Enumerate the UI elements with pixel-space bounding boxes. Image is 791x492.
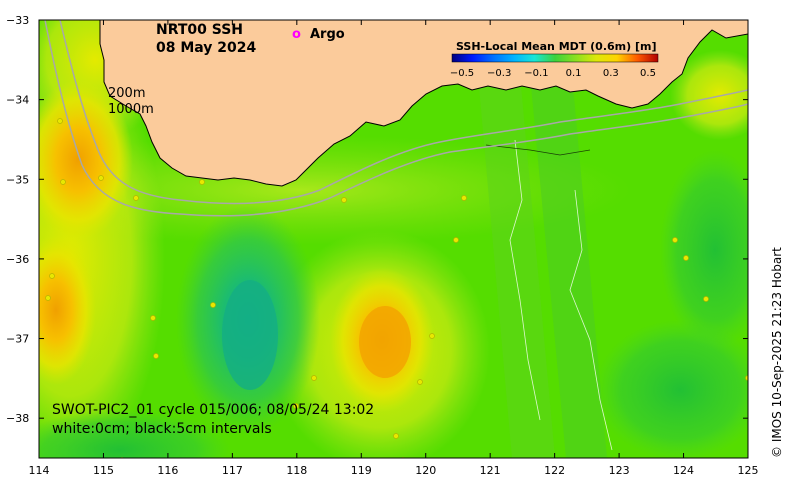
argo-floats (45, 118, 748, 458)
x-tick-label: 123 (609, 464, 630, 477)
cold-eddy-core (222, 280, 278, 390)
y-tick-label: −34 (6, 94, 29, 107)
argo-float (461, 195, 467, 201)
argo-float (311, 375, 317, 381)
x-tick-label: 118 (286, 464, 307, 477)
x-tick-label: 122 (544, 464, 565, 477)
argo-float (703, 296, 709, 302)
swot-contour-white-2 (569, 189, 613, 451)
y-tick-label: −33 (6, 14, 29, 27)
argo-float (393, 433, 399, 439)
argo-legend-label: Argo (310, 27, 345, 42)
argo-float (429, 333, 435, 339)
map-frame (38, 19, 749, 459)
x-tick-label: 116 (157, 464, 178, 477)
x-tick-label: 124 (673, 464, 694, 477)
y-tick-label: −35 (6, 173, 29, 186)
argo-float (672, 237, 678, 243)
longitude-axis: 114 115 116 117 118 119 120 121 122 123 124 125 (29, 20, 759, 477)
credit-text: © IMOS 10-Sep-2025 21:23 Hobart (770, 247, 784, 458)
latitude-axis: −33 −34 −35 −36 −37 −38 (6, 14, 748, 425)
colorbar-title: SSH-Local Mean MDT (0.6m) [m] (456, 40, 656, 53)
argo-float (745, 375, 748, 381)
argo-float (210, 302, 216, 308)
argo-float (153, 353, 159, 359)
argo-float (293, 403, 299, 409)
isobath-200m (59, 20, 748, 205)
swot-contour-black (485, 144, 591, 156)
y-tick-label: −37 (6, 333, 29, 346)
x-tick-label: 115 (93, 464, 114, 477)
cold-region-southwest (39, 410, 230, 458)
colorbar-tick-label: −0.1 (524, 68, 548, 79)
colorbar-ticks: −0.5 −0.3 −0.1 0.1 0.3 0.5 (450, 68, 656, 79)
argo-float (133, 195, 139, 201)
cold-region-east (660, 150, 748, 350)
argo-float (150, 315, 156, 321)
warm-core-central (359, 306, 411, 378)
x-tick-label: 121 (480, 464, 501, 477)
argo-float (98, 175, 104, 181)
argo-float (417, 379, 423, 385)
swot-contour-white (509, 139, 541, 421)
isobath-1000m (44, 20, 748, 217)
y-tick-label: −36 (6, 253, 29, 266)
map-title-line-1: NRT00 SSH (156, 22, 243, 38)
argo-float (199, 179, 205, 185)
x-tick-label: 114 (29, 464, 50, 477)
colorbar-tick-label: 0.1 (566, 68, 582, 79)
isobath-label-1000m: 1000m (108, 102, 154, 117)
argo-float (60, 179, 66, 185)
ssh-field (39, 20, 748, 458)
argo-float (45, 295, 51, 301)
argo-float (683, 255, 689, 261)
x-tick-label: 119 (351, 464, 372, 477)
colorbar (451, 53, 659, 63)
colorbar-tick-label: 0.5 (640, 68, 656, 79)
colorbar-tick-label: −0.5 (450, 68, 474, 79)
x-tick-label: 120 (415, 464, 436, 477)
argo-float (341, 197, 347, 203)
x-tick-label: 125 (738, 464, 759, 477)
swot-pass-note: SWOT-PIC2_01 cycle 015/006; 08/05/24 13:… (52, 402, 374, 418)
colorbar-tick-label: −0.3 (487, 68, 511, 79)
colorbar-tick-label: 0.3 (603, 68, 619, 79)
isobath-label-200m: 200m (108, 86, 145, 101)
warm-eddy-southwest (39, 235, 96, 385)
argo-float (49, 273, 55, 279)
argo-float (57, 118, 63, 124)
swot-swath-left (478, 75, 555, 458)
swot-swath-right (530, 75, 607, 458)
x-tick-label: 117 (222, 464, 243, 477)
yellow-patch-northeast (670, 50, 748, 140)
argo-float (453, 237, 459, 243)
y-tick-label: −38 (6, 412, 29, 425)
map-title-line-2: 08 May 2024 (156, 40, 257, 56)
swot-contour-note: white:0cm; black:5cm intervals (52, 421, 272, 437)
cold-region-southeast (595, 320, 748, 458)
argo-marker-icon: o (292, 27, 301, 42)
